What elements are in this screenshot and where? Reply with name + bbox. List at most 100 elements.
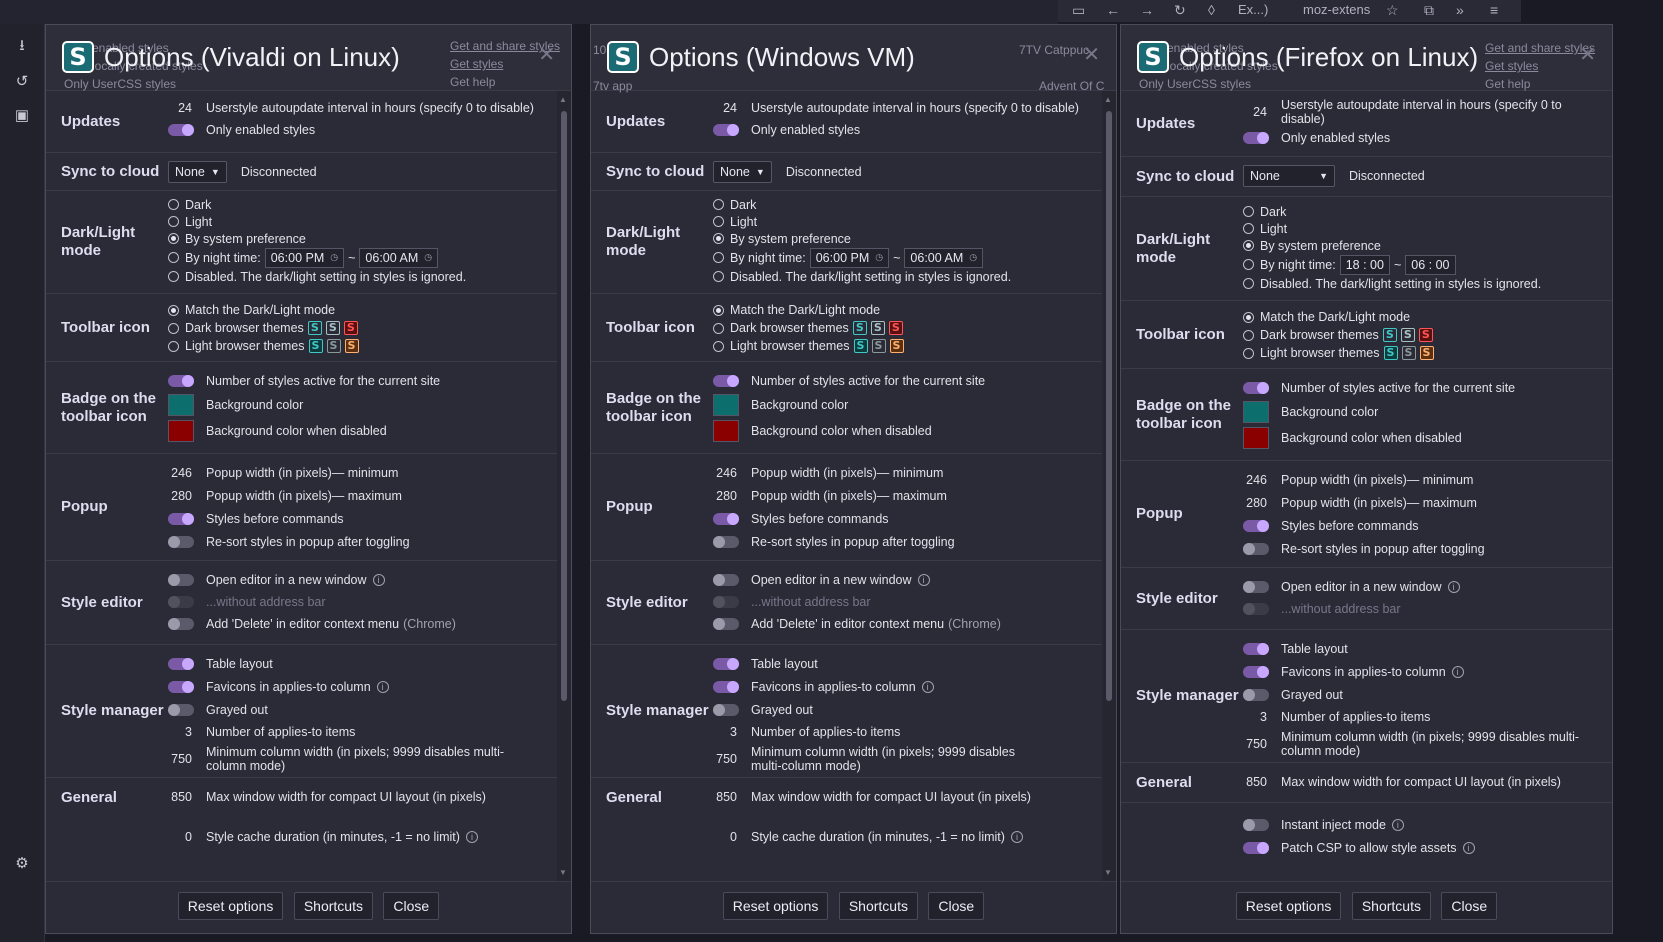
radio-light[interactable] bbox=[713, 216, 724, 227]
radio-disabled[interactable] bbox=[1243, 278, 1254, 289]
scroll-thumb[interactable] bbox=[1106, 111, 1112, 701]
grayed-out-toggle[interactable] bbox=[1243, 688, 1269, 701]
only-enabled-toggle[interactable] bbox=[168, 124, 194, 136]
badge-count-toggle[interactable] bbox=[1243, 382, 1269, 394]
radio-system[interactable] bbox=[1243, 240, 1254, 251]
history-icon[interactable]: ↺ bbox=[15, 73, 29, 90]
without-address-bar-toggle[interactable] bbox=[168, 596, 194, 608]
shortcuts-button[interactable]: Shortcuts bbox=[838, 892, 918, 920]
reload-icon[interactable]: ↻ bbox=[1174, 2, 1186, 18]
radio-night-time[interactable] bbox=[168, 252, 179, 263]
without-address-bar-toggle[interactable] bbox=[1243, 603, 1269, 615]
night-start-input[interactable]: 06:00 PM ◷ bbox=[264, 247, 345, 268]
table-layout-toggle[interactable] bbox=[168, 657, 194, 670]
applies-to-count-input[interactable]: 3 bbox=[185, 725, 192, 739]
info-icon[interactable]: i bbox=[1010, 831, 1023, 843]
bookmark-star-icon[interactable]: ☆ bbox=[1386, 2, 1399, 18]
scroll-up-icon[interactable]: ▲ bbox=[1104, 95, 1112, 104]
download-icon[interactable]: ⭳ bbox=[19, 37, 25, 54]
radio-system[interactable] bbox=[713, 233, 724, 244]
patch-csp-toggle[interactable] bbox=[1243, 841, 1269, 854]
info-icon[interactable]: i bbox=[1391, 818, 1404, 831]
browser-tab[interactable]: Ex...) bbox=[1238, 2, 1269, 17]
favicons-toggle[interactable] bbox=[168, 680, 194, 693]
update-interval-input[interactable]: 24 bbox=[178, 101, 192, 115]
close-icon[interactable]: ✕ bbox=[1579, 44, 1596, 66]
add-delete-toggle[interactable] bbox=[168, 618, 194, 630]
info-icon[interactable]: i bbox=[1462, 841, 1475, 854]
radio-dark[interactable] bbox=[1243, 206, 1254, 217]
forward-icon[interactable]: → bbox=[1140, 2, 1154, 18]
radio-disabled[interactable] bbox=[168, 271, 179, 282]
night-end-input[interactable]: 06:00 AM ◷ bbox=[359, 247, 439, 268]
without-address-bar-toggle[interactable] bbox=[713, 596, 739, 608]
night-end-input[interactable]: 06:00 AM ◷ bbox=[904, 247, 984, 268]
compact-width-input[interactable]: 850 bbox=[171, 790, 192, 804]
info-icon[interactable]: i bbox=[465, 831, 478, 843]
radio-light-themes[interactable] bbox=[713, 340, 724, 352]
table-layout-toggle[interactable] bbox=[1243, 642, 1269, 655]
badge-color-swatch[interactable] bbox=[1243, 401, 1269, 423]
radio-system[interactable] bbox=[168, 233, 179, 244]
vertical-scrollbar[interactable]: ▲ ▼ bbox=[557, 91, 571, 881]
favicons-toggle[interactable] bbox=[1243, 665, 1269, 678]
info-icon[interactable]: i bbox=[917, 574, 930, 586]
only-enabled-toggle[interactable] bbox=[713, 124, 739, 136]
popup-max-input[interactable]: 280 bbox=[716, 488, 737, 503]
radio-dark-themes[interactable] bbox=[168, 322, 179, 334]
min-column-width-input[interactable]: 750 bbox=[716, 752, 737, 766]
sync-select[interactable]: None ▼ bbox=[168, 161, 227, 183]
editor-new-window-toggle[interactable] bbox=[1243, 581, 1269, 593]
reset-options-button[interactable]: Reset options bbox=[1235, 892, 1342, 920]
popup-min-input[interactable]: 246 bbox=[1246, 472, 1267, 487]
cache-duration-input[interactable]: 0 bbox=[730, 830, 737, 844]
min-column-width-input[interactable]: 750 bbox=[171, 752, 192, 766]
back-icon[interactable]: ← bbox=[1106, 2, 1120, 18]
settings-icon[interactable]: ⚙ bbox=[15, 855, 29, 872]
scroll-thumb[interactable] bbox=[561, 111, 567, 701]
badge-color-swatch[interactable] bbox=[713, 394, 739, 416]
resort-styles-toggle[interactable] bbox=[168, 535, 194, 548]
min-column-width-input[interactable]: 750 bbox=[1246, 737, 1267, 751]
radio-light-themes[interactable] bbox=[1243, 347, 1254, 359]
storage-icon[interactable]: ▣ bbox=[14, 107, 30, 124]
night-end-input[interactable]: 06 : 00 bbox=[1405, 254, 1456, 275]
only-enabled-toggle[interactable] bbox=[1243, 132, 1269, 144]
radio-dark[interactable] bbox=[713, 199, 724, 210]
scroll-up-icon[interactable]: ▲ bbox=[559, 95, 567, 104]
resort-styles-toggle[interactable] bbox=[713, 535, 739, 548]
url-text[interactable]: moz-extens bbox=[1303, 2, 1371, 17]
popup-max-input[interactable]: 280 bbox=[171, 488, 192, 503]
reset-options-button[interactable]: Reset options bbox=[177, 892, 284, 920]
shortcuts-button[interactable]: Shortcuts bbox=[293, 892, 373, 920]
radio-dark[interactable] bbox=[168, 199, 179, 210]
resort-styles-toggle[interactable] bbox=[1243, 542, 1269, 555]
radio-match-mode[interactable] bbox=[1243, 311, 1254, 323]
table-layout-toggle[interactable] bbox=[713, 657, 739, 670]
close-icon[interactable]: ✕ bbox=[538, 44, 555, 66]
extensions-icon[interactable]: ⧉ bbox=[1424, 2, 1434, 18]
badge-count-toggle[interactable] bbox=[168, 375, 194, 387]
compact-width-input[interactable]: 850 bbox=[716, 790, 737, 804]
info-icon[interactable]: i bbox=[372, 574, 385, 586]
shield-icon[interactable]: ◊ bbox=[1208, 2, 1215, 18]
badge-color-swatch[interactable] bbox=[168, 394, 194, 416]
radio-match-mode[interactable] bbox=[168, 304, 179, 316]
popup-min-input[interactable]: 246 bbox=[171, 465, 192, 480]
info-icon[interactable]: i bbox=[921, 680, 934, 693]
styles-before-commands-toggle[interactable] bbox=[1243, 519, 1269, 532]
radio-dark-themes[interactable] bbox=[713, 322, 724, 334]
radio-light[interactable] bbox=[168, 216, 179, 227]
update-interval-input[interactable]: 24 bbox=[1253, 105, 1267, 119]
radio-dark-themes[interactable] bbox=[1243, 329, 1254, 341]
cache-duration-input[interactable]: 0 bbox=[185, 830, 192, 844]
info-icon[interactable]: i bbox=[1451, 665, 1464, 678]
close-button[interactable]: Close bbox=[928, 892, 985, 920]
menu-icon[interactable]: ≡ bbox=[1490, 2, 1499, 18]
grayed-out-toggle[interactable] bbox=[713, 703, 739, 716]
badge-disabled-color-swatch[interactable] bbox=[168, 420, 194, 442]
add-delete-toggle[interactable] bbox=[713, 618, 739, 630]
scroll-down-icon[interactable]: ▼ bbox=[1104, 868, 1112, 877]
close-button[interactable]: Close bbox=[1441, 892, 1498, 920]
applies-to-count-input[interactable]: 3 bbox=[730, 725, 737, 739]
